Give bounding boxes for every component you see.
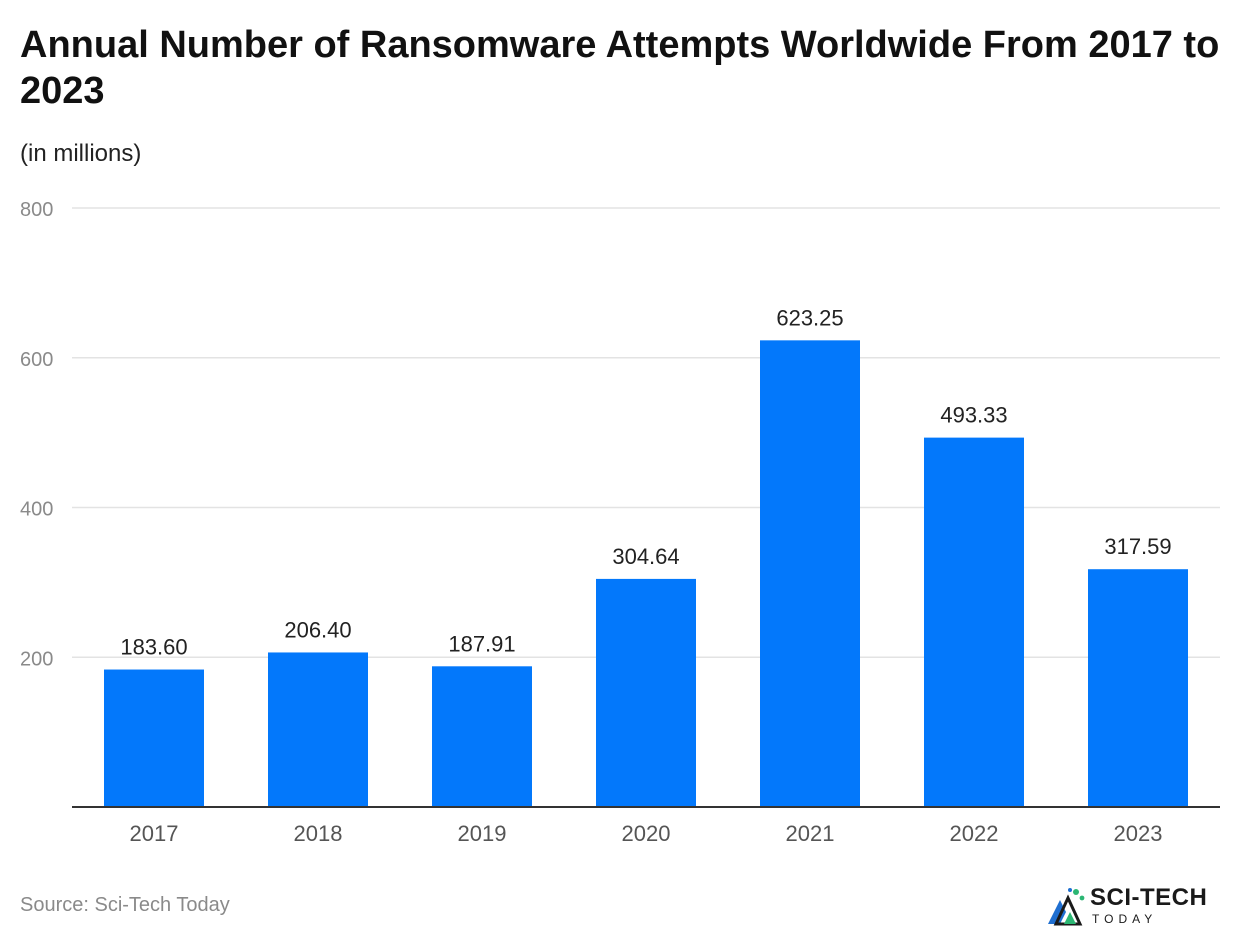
bar-2021 (760, 340, 860, 807)
bar-value-label: 493.33 (940, 403, 1007, 428)
sci-tech-logo-icon (1048, 888, 1085, 926)
brand-tagline: TODAY (1092, 912, 1158, 926)
bar-value-label: 317.59 (1104, 534, 1171, 559)
bar-2017 (104, 669, 204, 807)
chart-subtitle: (in millions) (20, 140, 142, 167)
x-tick-label: 2021 (786, 821, 835, 846)
chart-title: Annual Number of Ransomware Attempts Wor… (20, 24, 1220, 112)
bar-chart: 200 400 600 800 183.60 206.40 187.91 304.64 623… (20, 199, 1220, 846)
bar-value-label: 187.91 (448, 631, 515, 656)
x-tick-label: 2022 (950, 821, 999, 846)
bar-value-label: 183.60 (120, 635, 187, 660)
bars (104, 340, 1188, 807)
y-tick-label: 400 (20, 499, 53, 521)
bar-value-label: 304.64 (612, 544, 679, 569)
bar-value-label: 206.40 (284, 617, 351, 642)
y-tick-label: 200 (20, 648, 53, 670)
brand-logo: SCI-TECH TODAY (1046, 884, 1226, 930)
bar-2023 (1088, 569, 1188, 807)
x-tick-label: 2023 (1114, 821, 1163, 846)
bar-value-labels: 183.60 206.40 187.91 304.64 623.25 493.33 317.… (120, 305, 1171, 659)
bar-2018 (268, 652, 368, 807)
x-tick-label: 2019 (458, 821, 507, 846)
x-tick-label: 2018 (294, 821, 343, 846)
x-tick-label: 2017 (130, 821, 179, 846)
x-tick-label: 2020 (622, 821, 671, 846)
bar-2022 (924, 437, 1024, 807)
bar-2019 (432, 666, 532, 807)
source-note: Source: Sci-Tech Today (20, 894, 230, 916)
brand-name: SCI-TECH (1090, 884, 1208, 911)
x-axis-tick-labels: 2017 2018 2019 2020 2021 2022 2023 (130, 821, 1163, 846)
y-axis-tick-labels: 200 400 600 800 (20, 199, 53, 670)
bar-value-label: 623.25 (776, 305, 843, 330)
gridlines (72, 207, 1220, 658)
y-tick-label: 600 (20, 349, 53, 371)
y-tick-label: 800 (20, 199, 53, 221)
bar-2020 (596, 578, 696, 807)
